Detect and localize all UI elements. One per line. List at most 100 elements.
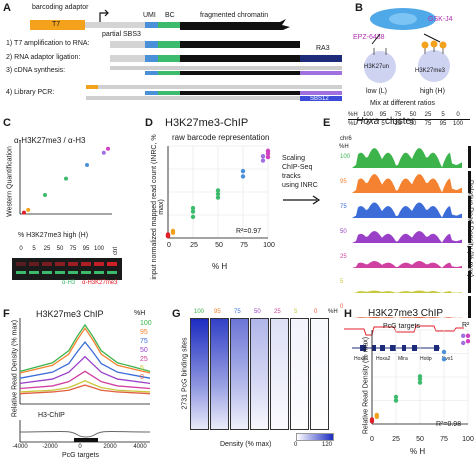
h-data-point <box>393 394 399 400</box>
step4-bc <box>158 91 180 95</box>
coverage-track <box>352 271 471 293</box>
coverage-area <box>352 202 462 218</box>
panel-a-label: A <box>3 2 11 14</box>
k27-band <box>42 262 52 266</box>
step-3-label: 3) cDNA synthesis: <box>6 67 66 74</box>
g-col-label: 5 <box>294 309 298 315</box>
colorbar-min: 0 <box>294 442 298 448</box>
panel-g-label: G <box>172 308 181 320</box>
lane-label: 95 <box>82 246 90 252</box>
pct-l-value: 25 <box>394 121 402 127</box>
h-data-point <box>461 340 466 346</box>
f-legend-item: 100 <box>140 320 152 327</box>
h-data-point <box>417 380 423 385</box>
barcoding-adaptor-label: barcoding adaptor <box>32 4 89 11</box>
d-data-point <box>260 153 266 159</box>
c-data-point <box>106 146 110 151</box>
scaling-line-3: tracks <box>282 173 301 180</box>
h-data-point <box>417 374 423 379</box>
lane-label: 75 <box>69 246 77 252</box>
heatmap-column <box>270 318 289 430</box>
d-data-point <box>265 154 271 160</box>
t7-block <box>30 20 85 30</box>
pct-l-row-label: %L <box>348 121 357 127</box>
h-xtick: 50 <box>416 436 424 443</box>
h3-band <box>29 271 39 274</box>
f-legend-item: 50 <box>140 347 148 354</box>
panel-g-ylabel: 2731 PcG binding sites <box>181 337 189 410</box>
coverage-track <box>352 196 471 218</box>
heatmap-fill <box>211 319 228 429</box>
treatment-arrows-icon <box>371 33 441 45</box>
step1-gray <box>110 41 145 48</box>
r2-track <box>344 325 464 336</box>
scale-bar <box>468 221 471 243</box>
f-xtick: 0 <box>78 444 82 450</box>
h-xtick: 75 <box>440 436 448 443</box>
heatmap-column <box>190 318 209 430</box>
h-data-point <box>441 357 447 362</box>
heatmap-fill <box>251 319 268 429</box>
ratio-divider <box>348 119 470 120</box>
h-data-point <box>465 339 471 344</box>
h-data-point <box>393 398 399 403</box>
d-data-point <box>260 158 266 163</box>
pct-h-value: 100 <box>362 112 373 118</box>
h-data-point <box>369 417 375 422</box>
step-1-label: 1) T7 amplification to RNA: <box>6 40 90 47</box>
coverage-area <box>352 290 462 293</box>
d-data-point <box>215 191 221 197</box>
d-data-point <box>265 148 271 154</box>
h-data-point <box>465 333 471 338</box>
f-series-line <box>19 380 151 393</box>
coverage-area <box>352 148 462 168</box>
heatmap-column <box>310 318 329 430</box>
step3-purple <box>300 71 342 75</box>
scaling-text: Scaling ChIP-Seq tracks using INRC <box>282 154 318 190</box>
panel-b-label: B <box>355 2 363 14</box>
step-2-label: 2) RNA adaptor ligation: <box>6 54 81 61</box>
scaling-line-1: Scaling <box>282 155 305 162</box>
heatmap-fill <box>291 319 308 429</box>
panel-h-chart <box>369 329 471 425</box>
panel-f-ylabel: Relative Read Density (% max) <box>11 319 19 418</box>
t7-label: T7 <box>52 21 61 28</box>
panel-h-xlabel: % H <box>410 447 426 456</box>
step-4-label: 4) Library PCR: <box>6 89 55 96</box>
c-data-point <box>101 150 106 155</box>
heatmap-fill <box>191 319 208 429</box>
panel-d-r2: R²=0.97 <box>236 228 262 235</box>
umi-label: UMI <box>143 12 156 19</box>
f-legend-item: 0 <box>140 374 144 381</box>
panel-f-title: H3K27me3 ChIP <box>36 309 104 319</box>
mix-label: Mix at different ratios <box>370 100 435 107</box>
c-data-point <box>43 192 47 197</box>
g-col-label: 0 <box>314 309 318 315</box>
lane-label: 25 <box>43 246 51 252</box>
high-nucleosome-icon <box>418 40 450 82</box>
step3-top <box>110 66 342 70</box>
gsk-label: GSK-J4 <box>428 16 453 23</box>
density-colorbar <box>296 433 334 441</box>
right-arrow-icon <box>283 195 321 205</box>
d-xtick: 0 <box>167 242 171 249</box>
scale-bar <box>468 146 471 168</box>
panel-d-subtitle: raw barcode representation <box>172 133 270 142</box>
gene-label: Mira <box>398 356 408 362</box>
track-pct-label: 75 <box>340 204 347 210</box>
f-xtick: -4000 <box>12 444 28 450</box>
ra3-label: RA3 <box>316 45 330 52</box>
h-xtick: 0 <box>370 436 374 443</box>
step3-bc <box>158 71 180 75</box>
step1-bc <box>158 41 180 48</box>
panel-e-r2: R² <box>462 322 470 329</box>
low-nucleosome-icon <box>364 48 396 83</box>
panel-f-chart <box>19 318 151 405</box>
track-pct-label: 5 <box>340 279 344 285</box>
f-series-line <box>19 355 151 385</box>
step4-orange <box>86 85 98 89</box>
coverage-track <box>352 246 471 268</box>
h3-chip-label: H3-ChIP <box>38 412 65 419</box>
k27-band <box>81 262 91 266</box>
coverage-track <box>352 171 471 193</box>
